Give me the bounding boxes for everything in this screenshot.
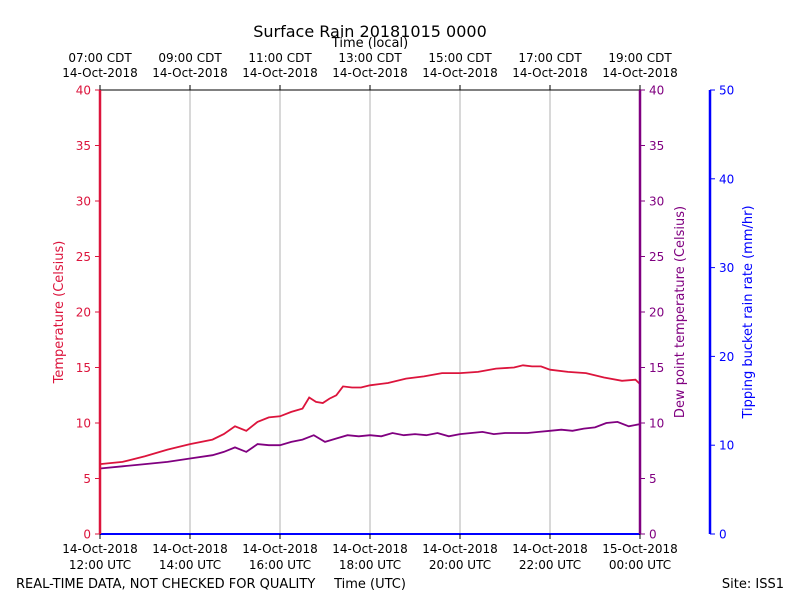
left-tick-label-8: 40: [76, 84, 91, 98]
top-axis-label: Time (local): [331, 36, 408, 51]
bottom-tick-time-0: 12:00 UTC: [69, 558, 131, 572]
dewpoint-tick-label-8: 40: [649, 84, 664, 98]
rain-tick-label-4: 40: [719, 172, 734, 186]
top-tick-date-3: 14-Oct-2018: [332, 66, 408, 80]
left-tick-label-6: 30: [76, 195, 91, 209]
dewpoint-tick-label-3: 15: [649, 361, 664, 375]
bottom-tick-time-6: 00:00 UTC: [609, 558, 671, 572]
rain-tick-label-5: 50: [719, 84, 734, 98]
quality-disclaimer: REAL-TIME DATA, NOT CHECKED FOR QUALITY: [16, 577, 315, 592]
top-tick-date-1: 14-Oct-2018: [152, 66, 228, 80]
left-tick-label-4: 20: [76, 306, 91, 320]
rain-tick-label-1: 10: [719, 439, 734, 453]
bottom-tick-time-3: 18:00 UTC: [339, 558, 401, 572]
dewpoint-tick-label-7: 35: [649, 139, 664, 153]
bottom-tick-date-4: 14-Oct-2018: [422, 542, 498, 556]
top-tick-time-2: 11:00 CDT: [248, 51, 312, 65]
grid-lines: [189, 90, 551, 534]
rain-tick-label-2: 20: [719, 350, 734, 364]
top-tick-time-4: 15:00 CDT: [428, 51, 492, 65]
bottom-tick-date-3: 14-Oct-2018: [332, 542, 408, 556]
rain-tick-label-3: 30: [719, 261, 734, 275]
top-tick-date-4: 14-Oct-2018: [422, 66, 498, 80]
dewpoint-axis-ticks: 0 5 10 15 20 25 30 35 40: [640, 84, 664, 542]
bottom-tick-date-2: 14-Oct-2018: [242, 542, 318, 556]
left-tick-label-3: 15: [76, 361, 91, 375]
bottom-tick-date-0: 14-Oct-2018: [62, 542, 138, 556]
left-tick-label-2: 10: [76, 417, 91, 431]
top-tick-date-2: 14-Oct-2018: [242, 66, 318, 80]
left-axis-label: Temperature (Celsius): [52, 241, 67, 385]
dewpoint-tick-label-5: 25: [649, 250, 664, 264]
site-label: Site: ISS1: [722, 577, 784, 592]
rain-axis-ticks: 0 10 20 30 40 50: [710, 84, 734, 542]
dewpoint-tick-label-2: 10: [649, 417, 664, 431]
left-axis-ticks: 0 5 10 15 20 25 30 35 40: [76, 84, 100, 542]
bottom-axis-label: Time (UTC): [333, 577, 406, 592]
temperature-series-line: [99, 364, 641, 465]
bottom-axis-ticks: 14-Oct-2018 12:00 UTC 14-Oct-2018 14:00 UTC…: [62, 534, 678, 572]
top-tick-time-5: 17:00 CDT: [518, 51, 582, 65]
dewpoint-tick-label-6: 30: [649, 195, 664, 209]
left-tick-label-0: 0: [83, 528, 91, 542]
left-tick-label-1: 5: [83, 472, 91, 486]
rain-tick-label-0: 0: [719, 528, 727, 542]
top-tick-time-0: 07:00 CDT: [68, 51, 132, 65]
dewpoint-tick-label-1: 5: [649, 472, 657, 486]
top-tick-time-6: 19:00 CDT: [608, 51, 672, 65]
left-tick-label-5: 25: [76, 250, 91, 264]
top-tick-time-1: 09:00 CDT: [158, 51, 222, 65]
rain-axis-label: Tipping bucket rain rate (mm/hr): [741, 205, 756, 419]
dewpoint-tick-label-0: 0: [649, 528, 657, 542]
bottom-tick-time-5: 22:00 UTC: [519, 558, 581, 572]
top-tick-date-5: 14-Oct-2018: [512, 66, 588, 80]
bottom-tick-time-2: 16:00 UTC: [249, 558, 311, 572]
dewpoint-axis-label: Dew point temperature (Celsius): [673, 206, 688, 418]
bottom-tick-time-4: 20:00 UTC: [429, 558, 491, 572]
bottom-tick-date-5: 14-Oct-2018: [512, 542, 588, 556]
top-tick-date-0: 14-Oct-2018: [62, 66, 138, 80]
dewpoint-series-line: [99, 420, 641, 470]
chart-title: Surface Rain 20181015 0000: [253, 22, 487, 41]
dewpoint-tick-label-4: 20: [649, 306, 664, 320]
bottom-tick-date-6: 15-Oct-2018: [602, 542, 678, 556]
bottom-tick-date-1: 14-Oct-2018: [152, 542, 228, 556]
top-tick-time-3: 13:00 CDT: [338, 51, 402, 65]
top-tick-date-6: 14-Oct-2018: [602, 66, 678, 80]
left-tick-label-7: 35: [76, 139, 91, 153]
bottom-tick-time-1: 14:00 UTC: [159, 558, 221, 572]
